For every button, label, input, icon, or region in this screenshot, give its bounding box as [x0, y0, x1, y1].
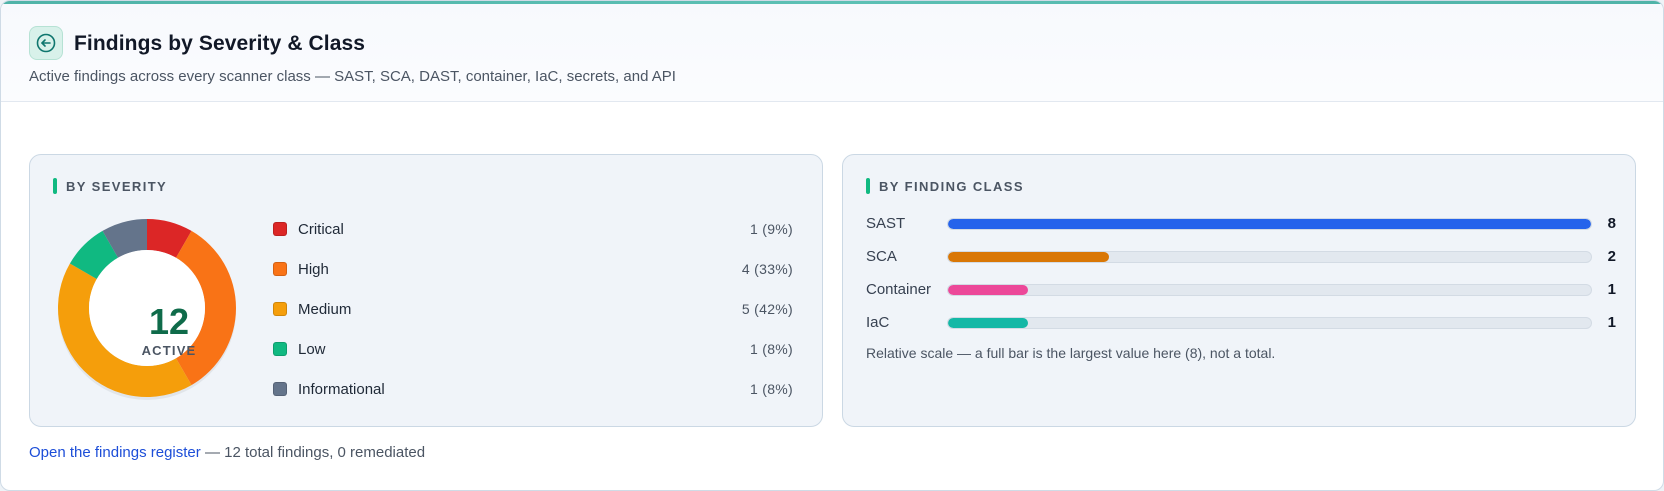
legend-value: 1 (8%) — [749, 341, 793, 357]
class-panel: BY FINDING CLASS SAST 8 SCA 2 Container 1 IaC 1… — [842, 154, 1636, 427]
legend-value: 5 (42%) — [741, 301, 793, 317]
legend-label: Medium — [298, 300, 352, 318]
card-subtitle: Active findings across every scanner cla… — [29, 68, 676, 85]
legend-item-critical: Critical 1 (9%) — [273, 209, 793, 249]
card-footer: Open the findings register — 12 total fi… — [29, 444, 425, 461]
legend-label: Informational — [298, 380, 385, 398]
card-header: Findings by Severity & Class Active find… — [1, 4, 1663, 102]
donut-slice-low — [69, 230, 118, 279]
class-value: 8 — [1607, 215, 1616, 232]
legend-item-informational: Informational 1 (8%) — [273, 369, 793, 409]
legend-swatch — [273, 342, 287, 356]
class-row-container: Container 1 — [866, 273, 1616, 306]
donut-slice-informational — [102, 219, 147, 258]
label-accent-bar — [866, 178, 870, 194]
legend-swatch — [273, 222, 287, 236]
severity-panel-label: BY SEVERITY — [53, 178, 167, 194]
class-bar-fill — [948, 218, 1591, 229]
legend-swatch — [273, 262, 287, 276]
class-value: 1 — [1607, 281, 1616, 298]
donut-hole — [89, 250, 205, 366]
legend-value: 1 (8%) — [749, 381, 793, 397]
class-bar-fill — [948, 251, 1109, 262]
class-panel-label: BY FINDING CLASS — [866, 178, 1024, 194]
class-bar-fill — [948, 317, 1029, 328]
legend-label: Low — [298, 340, 326, 358]
severity-label-text: BY SEVERITY — [66, 178, 168, 194]
severity-legend: Critical 1 (9%) High 4 (33%) Medium 5 (42%) Lo… — [273, 209, 793, 409]
donut-slice-medium — [57, 263, 192, 398]
class-bar-track — [947, 217, 1592, 230]
footer-summary: — 12 total findings, 0 remediated — [200, 444, 426, 461]
legend-label: Critical — [298, 220, 344, 238]
legend-item-medium: Medium 5 (42%) — [273, 289, 793, 329]
legend-value: 4 (33%) — [741, 261, 793, 277]
legend-label: High — [298, 260, 329, 278]
legend-item-high: High 4 (33%) — [273, 249, 793, 289]
class-label: Container — [866, 281, 932, 298]
class-label-text: BY FINDING CLASS — [879, 178, 1024, 194]
class-value: 1 — [1607, 314, 1616, 331]
class-row-sca: SCA 2 — [866, 240, 1616, 273]
arrow-left-circle-icon — [29, 26, 63, 60]
donut-slice-critical — [147, 219, 192, 258]
scale-note: Relative scale — a full bar is the large… — [866, 345, 1276, 361]
legend-item-low: Low 1 (8%) — [273, 329, 793, 369]
class-row-sast: SAST 8 — [866, 207, 1616, 240]
class-label: IaC — [866, 314, 890, 331]
class-value: 2 — [1607, 248, 1616, 265]
severity-panel: BY SEVERITY 12 ACTIVE Critical 1 (9%) High… — [29, 154, 823, 427]
class-bar-track — [947, 283, 1592, 296]
class-bar-track — [947, 250, 1592, 263]
donut-slice-high — [176, 230, 236, 386]
card-title: Findings by Severity & Class — [74, 32, 366, 55]
findings-register-link[interactable]: Open the findings register — [29, 444, 201, 461]
class-bar-fill — [948, 284, 1029, 295]
severity-donut-chart — [57, 219, 236, 400]
class-label: SCA — [866, 248, 897, 265]
class-label: SAST — [866, 215, 906, 232]
label-accent-bar — [53, 178, 57, 194]
class-bar-list: SAST 8 SCA 2 Container 1 IaC 1 — [866, 207, 1616, 339]
class-bar-track — [947, 316, 1592, 329]
legend-swatch — [273, 302, 287, 316]
class-row-iac: IaC 1 — [866, 306, 1616, 339]
legend-swatch — [273, 382, 287, 396]
legend-value: 1 (9%) — [749, 221, 793, 237]
